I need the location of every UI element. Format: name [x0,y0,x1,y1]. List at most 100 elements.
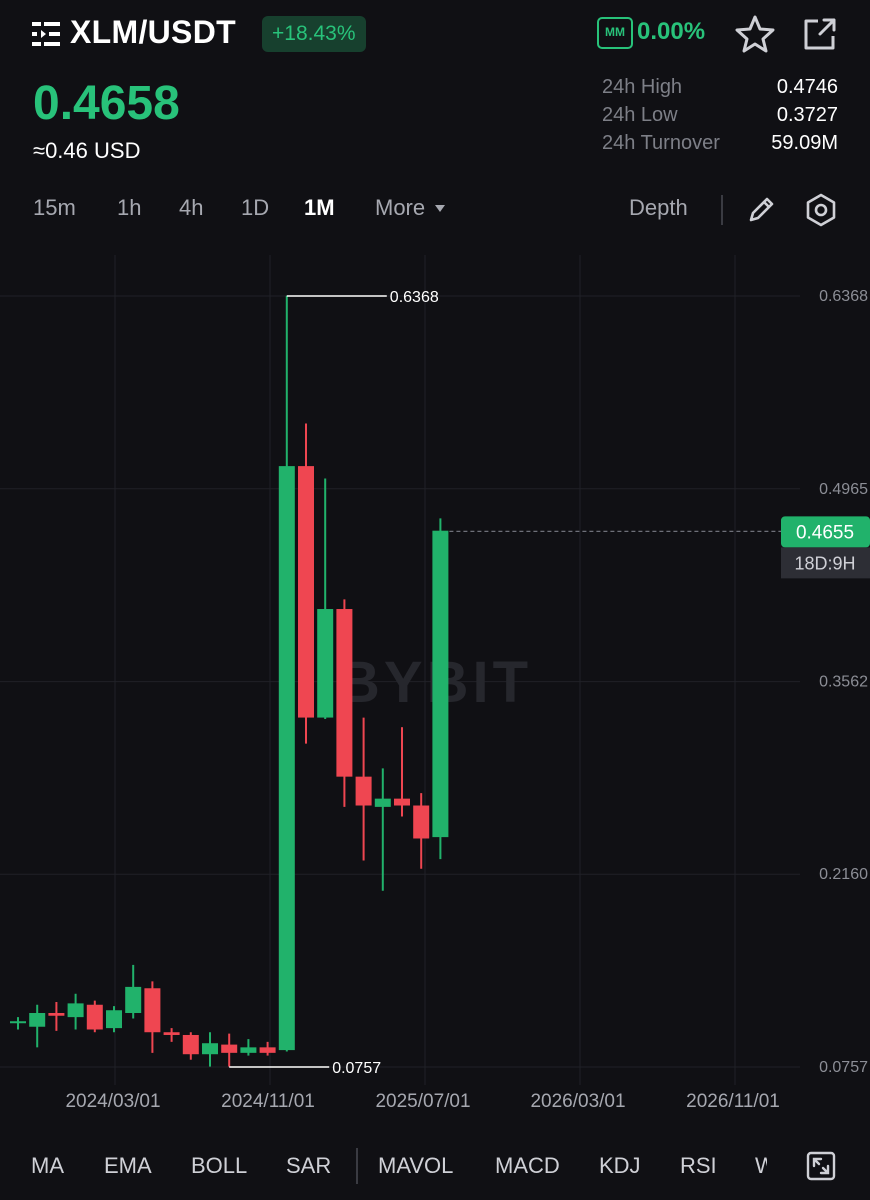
candle[interactable] [374,768,391,891]
candle-body [298,466,314,718]
divider [356,1148,358,1184]
pencil-icon[interactable] [746,193,778,225]
candle-body [336,609,353,777]
star-icon[interactable] [734,14,776,54]
indicator-macd[interactable]: MACD [495,1153,560,1178]
candle[interactable] [336,599,353,807]
candle-body [106,1010,122,1029]
candle-body [394,798,410,806]
header: XLM/USDT +18.43% MM 0.00% [0,0,870,70]
menu-icon[interactable] [32,20,62,48]
candle-body [67,1003,84,1018]
chart-grid [0,255,800,1085]
24h-stats: 24h High 0.4746 24h Low 0.3727 24h Turno… [602,76,838,160]
indicator-ma[interactable]: MA [31,1153,64,1178]
indicator-sar[interactable]: SAR [286,1153,332,1178]
candle[interactable] [259,1041,276,1056]
candle[interactable] [278,295,295,1052]
interval-more[interactable]: More [375,195,426,220]
x-tick-label: 2024/03/01 [65,1091,160,1112]
y-tick-label: 0.0757 [819,1059,868,1076]
candle[interactable] [240,1039,257,1056]
countdown-label: 18D:9H [794,553,855,573]
candles [10,295,449,1067]
share-icon[interactable] [800,14,840,54]
interval-15m[interactable]: 15m [33,195,76,220]
interval-bar: 15m 1h 4h 1D 1M More [0,190,870,230]
interval-1m[interactable]: 1M [304,195,335,220]
candle[interactable] [29,1004,46,1048]
candle[interactable] [317,478,334,719]
candle[interactable] [394,727,410,817]
candle[interactable] [106,1006,122,1033]
interval-1d[interactable]: 1D [241,195,270,220]
candle-body [240,1047,257,1053]
current-price-tag [781,516,870,548]
candle-body [86,1004,103,1030]
candle-body [317,609,334,718]
candle[interactable] [163,1028,180,1042]
stat-value: 0.4746 [776,76,838,98]
stat-row-low: 24h Low 0.3727 [602,104,838,132]
high-marker-label: 0.6368 [390,289,439,306]
indicator-kdj[interactable]: KDJ [599,1153,641,1178]
indicator-mavol[interactable]: MAVOL [378,1153,454,1178]
interval-1h[interactable]: 1h [117,195,142,220]
stat-row-high: 24h High 0.4746 [602,76,838,104]
stat-label: 24h Turnover [602,132,720,154]
y-tick-label: 0.3562 [819,674,868,691]
candle-body [413,805,430,839]
candle-body [202,1043,218,1055]
candle-body [221,1044,238,1053]
change-badge: +18.43% [262,16,366,52]
interval-4h[interactable]: 4h [179,195,204,220]
settings-icon[interactable] [804,192,838,228]
candle[interactable] [86,1000,103,1033]
indicator-boll[interactable]: BOLL [191,1153,248,1178]
countdown-tag [781,547,870,579]
depth-tab[interactable]: Depth [629,195,688,220]
candle[interactable] [413,793,430,869]
y-tick-label: 0.4965 [819,481,868,498]
candle-body [374,798,391,807]
candle-body [278,466,295,1051]
candle-body [29,1012,46,1027]
stat-label: 24h High [602,76,683,98]
stat-row-turnover: 24h Turnover 59.09M [602,132,838,160]
candle-body [144,988,161,1033]
trading-pair[interactable]: XLM/USDT [70,14,236,50]
candle[interactable] [432,518,449,860]
indicator-ema[interactable]: EMA [104,1153,152,1178]
candle[interactable] [355,717,372,861]
candle[interactable] [221,1033,238,1067]
candle-body [182,1034,199,1055]
last-price: 0.4658 [33,77,180,130]
mm-icon[interactable]: MM [597,17,633,49]
candle[interactable] [202,1032,218,1067]
candle[interactable] [182,1032,199,1060]
candle-body [259,1047,276,1053]
chevron-down-icon [435,205,445,212]
candle-body [163,1032,180,1035]
x-tick-label: 2026/03/01 [530,1091,625,1112]
candle-body [432,530,449,838]
expand-icon[interactable] [806,1151,836,1181]
indicator-wr[interactable]: W [755,1153,767,1178]
stat-label: 24h Low [602,104,678,126]
candle[interactable] [10,1017,26,1030]
y-tick-label: 0.6368 [819,288,868,305]
candle[interactable] [48,1002,65,1031]
candle[interactable] [125,964,142,1019]
current-price-label: 0.4655 [796,522,854,543]
candle[interactable] [298,423,314,744]
indicator-rsi[interactable]: RSI [680,1153,717,1178]
candle[interactable] [144,981,161,1053]
candle-body [125,986,142,1013]
y-axis-labels: 0.6368 0.4965 0.3562 0.2160 0.0757 [819,288,868,1076]
stat-value: 0.3727 [776,104,838,126]
x-tick-label: 2026/11/01 [686,1091,780,1112]
x-tick-label: 2025/07/01 [375,1091,470,1112]
candle[interactable] [67,993,84,1030]
candle-body [48,1012,65,1016]
